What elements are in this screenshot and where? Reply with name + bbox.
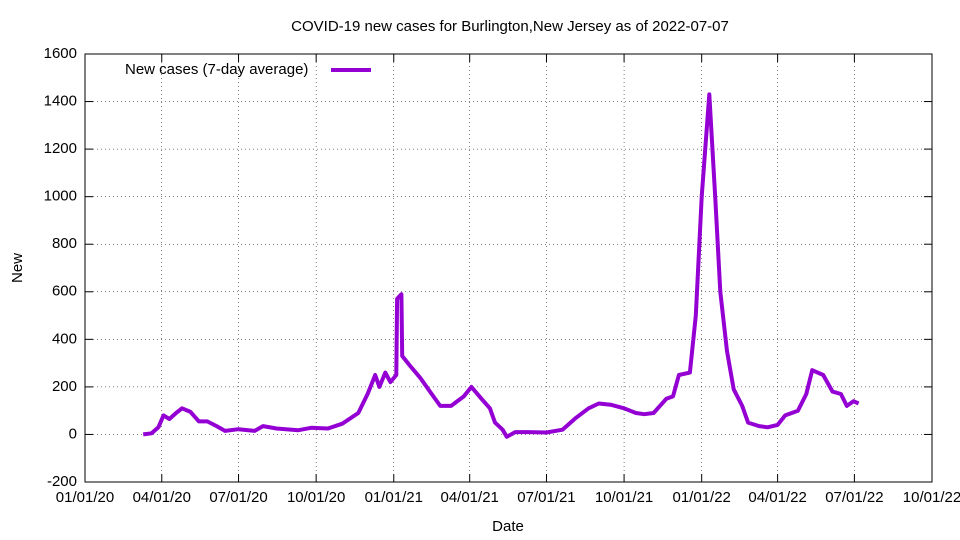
x-tick-label: 10/01/20 (287, 489, 345, 506)
x-tick-label: 07/01/20 (209, 489, 267, 506)
x-tick-label: 01/01/21 (365, 489, 423, 506)
y-tick-label: 400 (52, 330, 77, 347)
y-tick-label: -200 (47, 473, 77, 490)
y-tick-label: 600 (52, 283, 77, 300)
x-tick-label: 04/01/21 (440, 489, 498, 506)
x-tick-label: 01/01/22 (672, 489, 730, 506)
y-tick-label: 1000 (44, 188, 77, 205)
x-tick-label: 04/01/22 (748, 489, 806, 506)
y-tick-label: 1600 (44, 45, 77, 62)
x-tick-label: 07/01/22 (825, 489, 883, 506)
y-tick-label: 800 (52, 235, 77, 252)
chart-title: COVID-19 new cases for Burlington,New Je… (291, 18, 729, 35)
plot-frame (84, 53, 933, 483)
y-tick-label: 0 (69, 425, 77, 442)
x-axis-label: Date (492, 518, 524, 535)
x-tick-label: 10/01/22 (903, 489, 960, 506)
y-tick-label: 1200 (44, 140, 77, 157)
x-tick-label: 01/01/20 (56, 489, 114, 506)
x-tick-label: 04/01/20 (133, 489, 191, 506)
series-line (142, 92, 860, 439)
x-tick-label: 10/01/21 (595, 489, 653, 506)
y-tick-label: 200 (52, 378, 77, 395)
x-tick-label: 07/01/21 (517, 489, 575, 506)
y-axis-label: New (9, 253, 26, 283)
y-tick-label: 1400 (44, 93, 77, 110)
legend-label: New cases (7-day average) (125, 61, 308, 78)
